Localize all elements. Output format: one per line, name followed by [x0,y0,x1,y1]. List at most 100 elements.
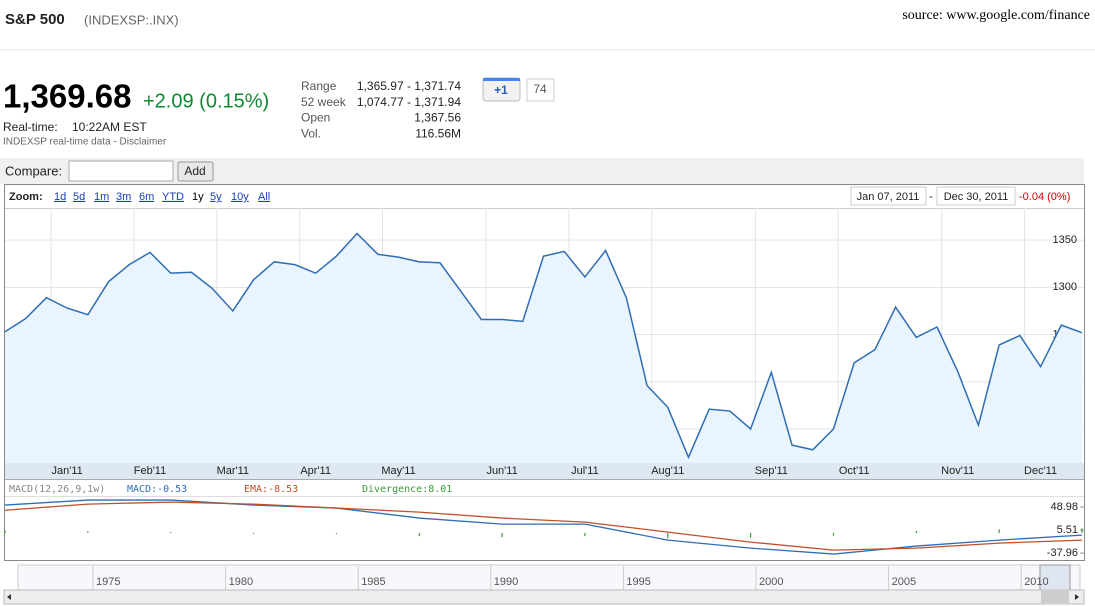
stat-value: 116.56M [415,126,461,140]
divergence-bar [335,533,337,535]
zoom-option: 1y [192,191,204,203]
title: S&P 500 [5,11,65,28]
x-tick-label: Sep'11 [755,465,788,477]
zoom-option[interactable]: YTD [162,191,184,203]
divergence-bar [1081,528,1083,533]
zoom-option[interactable]: 3m [116,191,131,203]
navigator-year: 2005 [892,576,916,588]
plusone-stripe [483,78,520,81]
compare-input[interactable] [68,160,174,182]
x-tick-label: Jan'11 [52,465,83,477]
range-start[interactable]: Jan 07, 2011 [857,191,920,203]
divergence-bar [170,531,172,533]
range-end-box[interactable] [936,186,1016,206]
month-axis-band [5,463,1084,479]
navigator-years: 1975 1980 1985 1990 1995 2000 2005 2010 [92,566,1049,590]
macd-line [4,501,1083,551]
divergence-bar [4,530,6,533]
plusone-count-box [526,78,555,102]
y-tick-label: 1300 [1053,281,1077,293]
y-tick-label: 5.51 [1057,524,1078,536]
zoom-option[interactable]: 1d [54,191,66,203]
navigator-year: 1975 [96,576,120,588]
divergence-bar [87,531,89,533]
zoom-option[interactable]: 1m [94,191,109,203]
divergence-bar [832,533,835,536]
range-change: -0.04 (0%) [1019,191,1070,203]
legend-entry: Divergence:8.01 [362,484,452,495]
stat-label: Open [301,111,330,125]
y-tick-label: 48.98 [1050,501,1078,513]
zoom-options: 1d 5d 1m 3m 6m YTD 1y 5y 10y All [54,191,270,203]
x-tick-label: Nov'11 [941,465,974,477]
zoom-option[interactable]: 6m [139,191,154,203]
x-tick-label: Feb'11 [134,465,166,477]
stat-label: Vol. [301,126,321,140]
stat-value: 1,365.97 - 1,371.74 [357,79,461,93]
divergence-bar [252,533,255,534]
navigator-year: 2000 [759,576,783,588]
x-tick-label: Mar'11 [217,465,249,477]
price-line [4,232,1083,460]
x-tick-label: Jun'11 [486,465,517,477]
navigator-year: 2010 [1024,576,1048,588]
divergence-bar [584,533,586,537]
x-tick-label: Dec'11 [1024,465,1057,477]
scroll-left[interactable] [7,594,11,600]
divergence-bar [667,533,669,539]
macd-title: MACD(12,26,9,1w) [9,484,105,495]
add-button[interactable] [177,161,214,182]
x-tick-label: Aug'11 [651,465,684,477]
zoom-option[interactable]: 5y [210,191,222,203]
zoom-option[interactable]: All [258,191,270,203]
price-change: +2.09 (0.15%) [143,90,269,112]
zoom-option[interactable]: 5d [73,191,85,203]
compare-label: Compare: [5,163,62,178]
source: source: www.google.com/finance [902,8,1090,23]
divergence-bar [501,533,503,538]
realtime-time: 10:22AM EST [72,120,147,134]
add-button-label[interactable]: Add [184,164,205,178]
navigator-year: 1995 [626,576,650,588]
zoom-label: Zoom: [9,191,43,203]
plusone-label[interactable]: +1 [494,83,508,97]
divergence-bar [750,533,752,538]
range-separator: - [929,191,933,203]
x-tick-label: Oct'11 [839,465,870,477]
legend-entry: MACD:-0.53 [127,484,187,495]
legend-entry: EMA:-8.53 [244,484,298,495]
navigator-year: 1985 [361,576,385,588]
y-tick-label: -37.96 [1047,547,1078,559]
stat-label: 52 week [301,95,347,109]
navigator-year: 1990 [494,576,518,588]
price: 1,369.68 [3,78,131,115]
area [5,233,1082,463]
x-tick-label: Jul'11 [571,465,599,477]
scrollbar[interactable] [3,589,1085,605]
plusone-count: 74 [533,82,547,96]
disclaimer[interactable]: INDEXSP real-time data - Disclaimer [3,137,167,148]
range-end[interactable]: Dec 30, 2011 [944,191,1009,203]
navigator-window[interactable] [1039,564,1071,592]
scrollbar-thumb[interactable] [1041,591,1069,603]
macd-line [4,499,1083,555]
macd-chart: MACD(12,26,9,1w) MACD:-0.53 EMA:-8.53 Diver… [4,484,1084,559]
scroll-right[interactable] [1075,594,1079,600]
stat-value: 1,074.77 - 1,371.94 [357,95,461,109]
realtime-label: Real-time: [3,120,58,134]
ticker: (INDEXSP:.INX) [84,12,179,27]
zoom-option[interactable]: 10y [231,191,249,203]
x-tick-label: Apr'11 [300,465,331,477]
stat-value: 1,367.56 [414,111,461,125]
divergence-bar [998,529,1000,533]
divergence-bar [915,530,917,533]
stats: Range 1,365.97 - 1,371.74 52 week 1,074.77 … [301,79,461,140]
x-tick-label: May'11 [381,465,415,477]
range-start-box[interactable] [850,186,927,206]
navigator-year: 1980 [229,576,253,588]
navigator[interactable] [17,564,1081,592]
divergence-bar [418,533,420,537]
main-chart: 11501200125013001350Jan'11Feb'11Mar'11Ap… [4,208,1084,477]
y-tick-label: 1350 [1053,234,1077,246]
